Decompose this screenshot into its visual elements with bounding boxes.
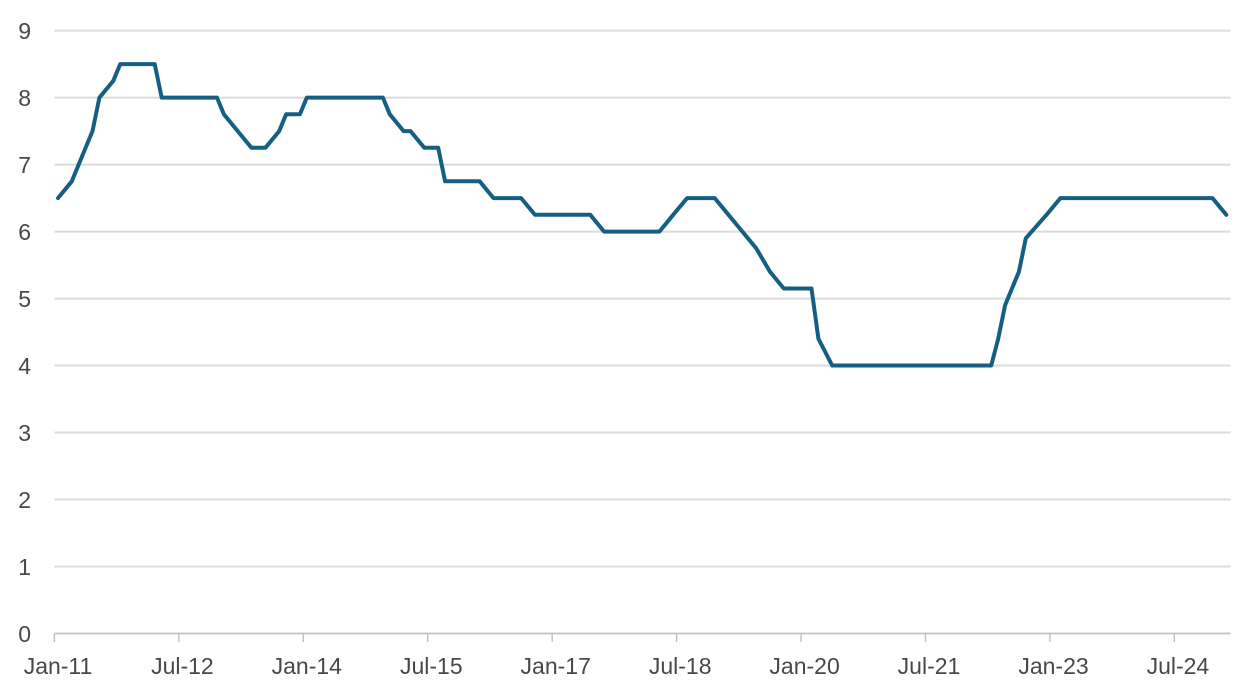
svg-text:Jul-15: Jul-15 <box>400 653 463 679</box>
svg-text:8: 8 <box>18 85 31 111</box>
svg-text:4: 4 <box>18 353 31 379</box>
svg-text:9: 9 <box>18 18 31 44</box>
svg-text:3: 3 <box>18 420 31 446</box>
svg-text:0: 0 <box>18 621 31 647</box>
svg-text:1: 1 <box>18 554 31 580</box>
svg-text:5: 5 <box>18 286 31 312</box>
svg-text:Jan-17: Jan-17 <box>521 653 591 679</box>
svg-text:Jul-21: Jul-21 <box>898 653 961 679</box>
svg-text:Jan-14: Jan-14 <box>272 653 343 679</box>
svg-text:Jan-20: Jan-20 <box>769 653 839 679</box>
svg-text:7: 7 <box>18 152 31 178</box>
svg-text:6: 6 <box>18 219 31 245</box>
svg-text:Jan-11: Jan-11 <box>24 653 93 679</box>
svg-text:Jul-24: Jul-24 <box>1147 653 1210 679</box>
svg-text:Jul-18: Jul-18 <box>649 653 712 679</box>
svg-text:Jul-12: Jul-12 <box>151 653 214 679</box>
svg-text:2: 2 <box>18 487 31 513</box>
svg-text:Jan-23: Jan-23 <box>1018 653 1088 679</box>
